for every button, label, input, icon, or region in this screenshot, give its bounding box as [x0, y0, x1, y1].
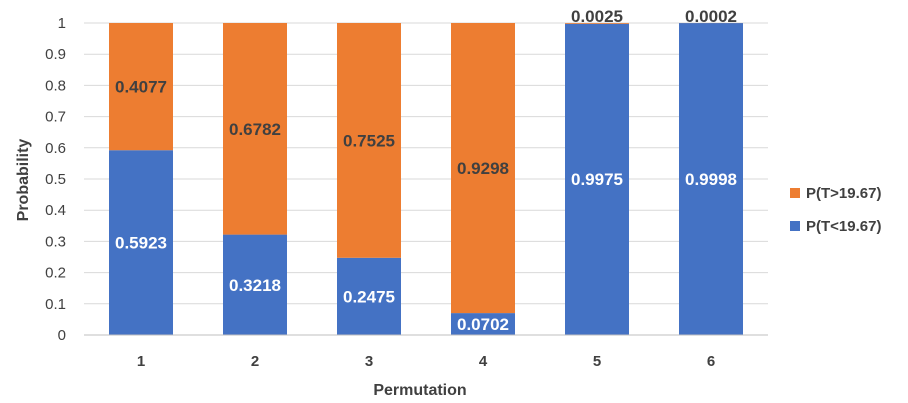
data-labels: 0.5923 0.4077 0.3218 0.6782 0.2475 0.7525 0.07…: [115, 7, 737, 334]
x-axis-title: Permutation: [373, 382, 466, 399]
y-tick-label: 0: [58, 327, 66, 344]
x-tick-label: 2: [251, 353, 259, 370]
bar-segment-below-2: [223, 234, 287, 335]
data-label-above: 0.4077: [115, 78, 167, 97]
y-tick-label: 0.3: [45, 233, 66, 250]
data-label-below: 0.3218: [229, 276, 281, 295]
legend-swatch: [790, 188, 800, 198]
data-label-above: 0.7525: [343, 131, 395, 150]
x-tick-label: 4: [479, 353, 488, 370]
data-label-above: 0.0025: [571, 7, 623, 26]
x-tick-label: 1: [137, 353, 145, 370]
data-label-above: 0.6782: [229, 120, 281, 139]
legend-label: P(T>19.67): [806, 185, 881, 202]
y-tick-label: 0.2: [45, 265, 66, 282]
data-label-below: 0.9975: [571, 170, 623, 189]
data-label-below: 0.5923: [115, 234, 167, 253]
y-axis-title: Probability: [15, 139, 32, 222]
legend-label: P(T<19.67): [806, 218, 881, 235]
y-tick-label: 0.7: [45, 109, 66, 126]
data-label-above: 0.9298: [457, 159, 509, 178]
bar-segment-below-6: [679, 23, 743, 335]
x-tick-label: 5: [593, 353, 601, 370]
bar-segment-below-4: [451, 313, 515, 335]
bar-segment-below-3: [337, 257, 401, 335]
y-tick-label: 0.5: [45, 171, 66, 188]
legend-swatch: [790, 221, 800, 231]
data-label-below: 0.2475: [343, 287, 395, 306]
gridlines: [84, 22, 768, 305]
data-label-above: 0.0002: [685, 7, 737, 26]
legend: P(T>19.67) P(T<19.67): [790, 185, 881, 235]
y-tick-label: 0.4: [45, 202, 66, 219]
bar-segment-above-4: [451, 23, 515, 314]
x-tick-label: 6: [707, 353, 715, 370]
bars: [109, 23, 743, 336]
y-tick-label: 0.6: [45, 140, 66, 157]
bar-segment-below-1: [109, 150, 173, 335]
y-tick-label: 0.1: [45, 296, 66, 313]
bar-segment-below-5: [565, 23, 629, 336]
bar-segment-above-1: [109, 23, 173, 151]
y-tick-label: 0.8: [45, 77, 66, 94]
bar-segment-above-3: [337, 23, 401, 258]
axes: 0 0.1 0.2 0.3 0.4 0.5 0.6 0.7 0.8 0.9 1 1 2 3 4 5 6: [45, 15, 768, 370]
data-label-below: 0.0702: [457, 315, 509, 334]
bar-segment-above-5: [565, 23, 629, 24]
y-tick-label: 1: [58, 15, 66, 32]
x-tick-label: 3: [365, 353, 373, 370]
bar-segment-above-2: [223, 23, 287, 235]
data-label-below: 0.9998: [685, 170, 737, 189]
y-tick-label: 0.9: [45, 46, 66, 63]
